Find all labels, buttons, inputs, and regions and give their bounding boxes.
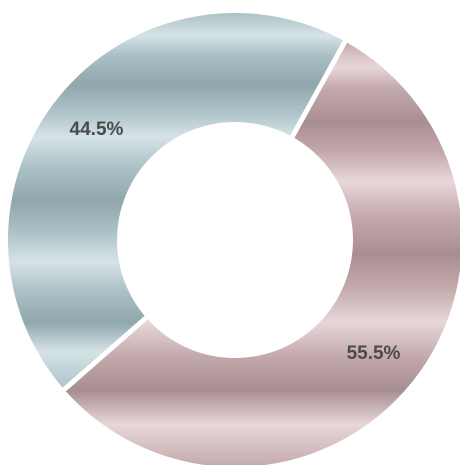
slice-label-2: 44.5% bbox=[70, 119, 124, 140]
slice-separator-1 bbox=[289, 38, 349, 140]
slice-1 bbox=[64, 41, 460, 465]
slice-label-1: 55.5% bbox=[347, 343, 401, 364]
labels-layer: 55.5% 44.5% bbox=[70, 119, 401, 364]
slice-separator-2 bbox=[61, 314, 150, 393]
slice-2 bbox=[8, 13, 346, 390]
slices-layer bbox=[8, 13, 460, 465]
